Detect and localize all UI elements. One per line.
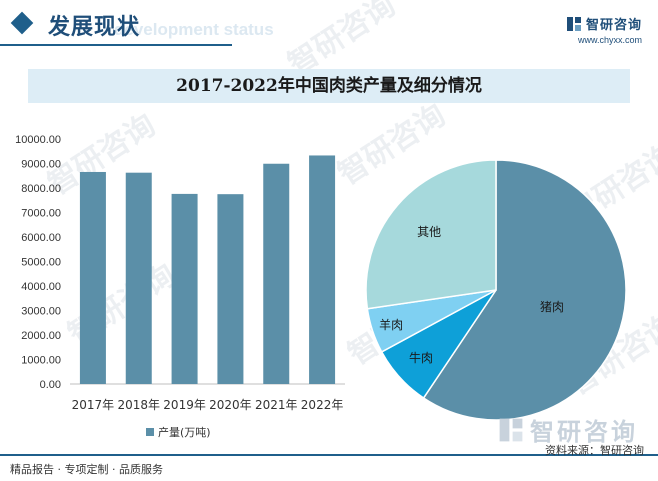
logo-icon [566,16,581,31]
brand-watermark-text: 智研咨询 [530,418,638,446]
logo-icon [499,418,523,441]
pie-label: 其他 [417,225,441,239]
x-tick-label: 2021年 [255,398,298,412]
y-tick-label: 1000.00 [21,355,61,367]
y-tick-label: 7000.00 [21,208,61,220]
x-tick-label: 2019年 [163,398,206,412]
footer-line [0,454,658,456]
logo-name: 智研咨询 [585,18,642,33]
header-underline [0,44,232,46]
y-tick-label: 0.00 [40,379,61,391]
bar [263,163,290,384]
pie-slice [365,159,497,310]
y-tick-label: 2000.00 [21,330,61,342]
chart-title: 2017-2022年中国肉类产量及细分情况 [176,76,482,96]
y-tick-label: 8000.00 [21,183,61,195]
bar [125,172,152,384]
header-subtitle-en: development status [114,20,274,39]
bar [309,155,336,384]
bar [217,194,244,384]
chart-legend: 产量(万吨) [146,424,211,440]
footer-tagline: 精品报告 · 专项定制 · 品质服务 [10,463,163,476]
y-tick-label: 3000.00 [21,306,61,318]
brand-watermark-logo: 智研咨询 [498,412,638,447]
pie-label: 羊肉 [379,317,403,332]
y-tick-label: 6000.00 [21,232,61,244]
brand-logo[interactable]: 智研咨询 www.chyxx.com [566,14,642,45]
chart-title-bar: 2017-2022年中国肉类产量及细分情况 [28,69,630,103]
x-tick-label: 2020年 [209,398,252,412]
legend-label: 产量(万吨) [158,426,211,439]
x-tick-label: 2022年 [301,398,344,412]
page-title: 发展现状 [48,15,141,40]
pie-slice [422,159,627,421]
y-tick-label: 5000.00 [21,257,61,269]
y-tick-label: 9000.00 [21,159,61,171]
x-tick-label: 2017年 [72,398,115,412]
legend-swatch [146,428,154,436]
y-tick-label: 10000.00 [15,134,61,146]
pie-label: 牛肉 [409,350,433,365]
pie-label: 猪肉 [540,300,564,314]
bar [79,171,106,384]
y-tick-label: 4000.00 [21,281,61,293]
footer-source: 资料来源：智研咨询 [545,444,644,457]
logo-url[interactable]: www.chyxx.com [577,35,642,45]
x-tick-label: 2018年 [117,398,160,412]
page-header: development status 发展现状 [0,0,658,52]
page-footer: 精品报告 · 专项定制 · 品质服务 资料来源：智研咨询 [0,444,658,481]
bar [171,193,198,384]
